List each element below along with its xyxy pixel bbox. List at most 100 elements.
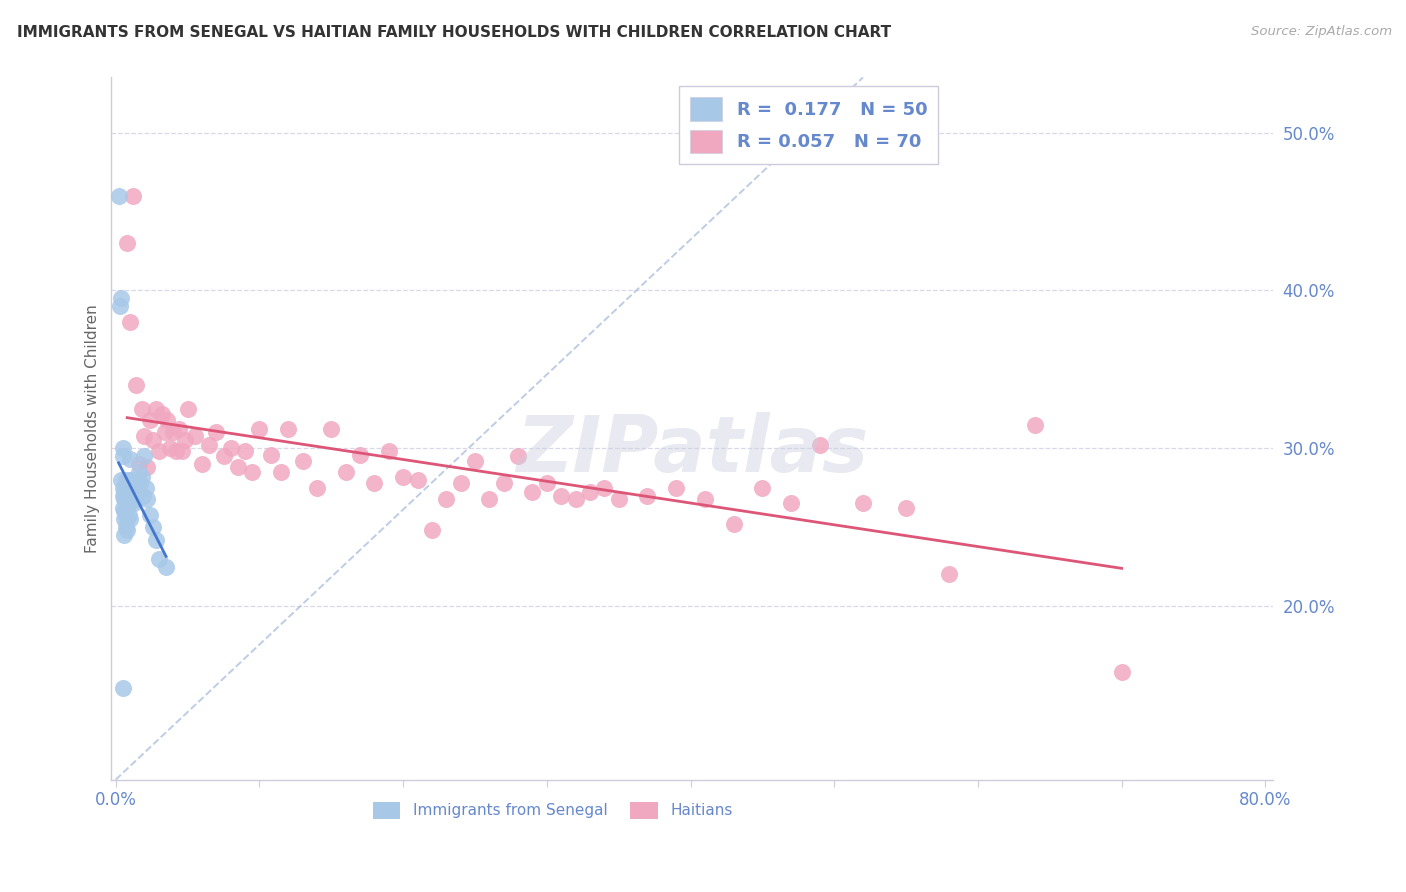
Point — [120, 512, 142, 526]
Point — [162, 425, 184, 440]
Point — [808, 438, 831, 452]
Point — [111, 489, 134, 503]
Point — [165, 444, 187, 458]
Point — [464, 454, 486, 468]
Point — [114, 520, 136, 534]
Point — [111, 442, 134, 456]
Point — [118, 508, 141, 522]
Point — [111, 681, 134, 695]
Point — [115, 500, 138, 514]
Point — [131, 469, 153, 483]
Point — [233, 444, 256, 458]
Point — [118, 485, 141, 500]
Point — [184, 428, 207, 442]
Point — [150, 407, 173, 421]
Point — [148, 551, 170, 566]
Point — [121, 473, 143, 487]
Point — [136, 460, 159, 475]
Point — [134, 428, 156, 442]
Point — [665, 481, 688, 495]
Point — [277, 422, 299, 436]
Point — [522, 485, 544, 500]
Point — [142, 520, 165, 534]
Point — [112, 528, 135, 542]
Point — [135, 481, 157, 495]
Point — [114, 473, 136, 487]
Point — [134, 449, 156, 463]
Point — [321, 422, 343, 436]
Point — [349, 448, 371, 462]
Point — [114, 485, 136, 500]
Point — [124, 485, 146, 500]
Point — [120, 473, 142, 487]
Point — [852, 496, 875, 510]
Point — [478, 491, 501, 506]
Point — [420, 524, 443, 538]
Point — [153, 425, 176, 440]
Point — [636, 489, 658, 503]
Point — [128, 457, 150, 471]
Point — [550, 489, 572, 503]
Point — [107, 188, 129, 202]
Point — [170, 444, 193, 458]
Y-axis label: Family Households with Children: Family Households with Children — [86, 304, 100, 553]
Point — [1111, 665, 1133, 680]
Point — [212, 449, 235, 463]
Point — [434, 491, 457, 506]
Point — [127, 485, 149, 500]
Point — [240, 465, 263, 479]
Point — [270, 465, 292, 479]
Point — [751, 481, 773, 495]
Point — [492, 475, 515, 490]
Point — [363, 475, 385, 490]
Text: Source: ZipAtlas.com: Source: ZipAtlas.com — [1251, 25, 1392, 38]
Point — [191, 457, 214, 471]
Point — [115, 524, 138, 538]
Point — [378, 444, 401, 458]
Point — [579, 485, 602, 500]
Point — [120, 452, 142, 467]
Point — [305, 481, 328, 495]
Point — [129, 475, 152, 490]
Point — [114, 508, 136, 522]
Point — [110, 473, 132, 487]
Point — [173, 434, 195, 448]
Point — [894, 501, 917, 516]
Text: IMMIGRANTS FROM SENEGAL VS HAITIAN FAMILY HOUSEHOLDS WITH CHILDREN CORRELATION C: IMMIGRANTS FROM SENEGAL VS HAITIAN FAMIL… — [17, 25, 891, 40]
Point — [607, 491, 630, 506]
Point — [110, 291, 132, 305]
Point — [115, 512, 138, 526]
Point — [139, 508, 162, 522]
Point — [226, 460, 249, 475]
Point — [122, 475, 145, 490]
Point — [125, 491, 148, 506]
Point — [128, 465, 150, 479]
Point — [111, 501, 134, 516]
Point — [120, 315, 142, 329]
Point — [118, 496, 141, 510]
Point — [564, 491, 586, 506]
Point — [121, 491, 143, 506]
Point — [450, 475, 472, 490]
Point — [155, 559, 177, 574]
Point — [148, 444, 170, 458]
Point — [115, 489, 138, 503]
Point — [111, 481, 134, 495]
Point — [1024, 417, 1046, 432]
Point — [536, 475, 558, 490]
Point — [159, 442, 181, 456]
Point — [219, 442, 242, 456]
Point — [156, 413, 179, 427]
Point — [124, 496, 146, 510]
Point — [131, 401, 153, 416]
Point — [260, 448, 283, 462]
Point — [114, 495, 136, 509]
Point — [125, 378, 148, 392]
Point — [111, 449, 134, 463]
Point — [132, 489, 155, 503]
Point — [145, 401, 167, 416]
Point — [723, 516, 745, 531]
Point — [938, 567, 960, 582]
Point — [205, 425, 228, 440]
Point — [693, 491, 716, 506]
